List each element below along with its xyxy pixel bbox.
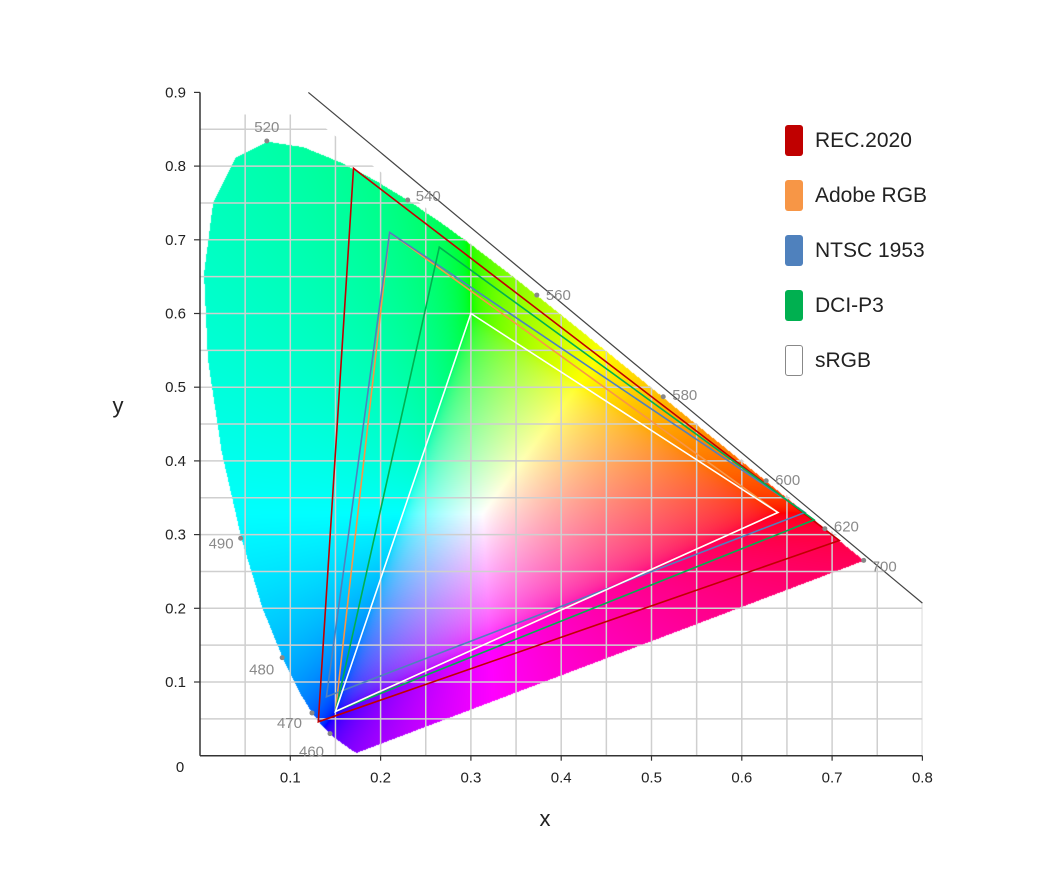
y-tick-label: 0.9 [165,84,186,101]
wavelength-marker [405,197,411,203]
gamut-triangle-rec-2020 [317,166,841,723]
wavelength-marker [534,292,540,298]
x-tick-label: 0.4 [551,770,572,787]
wavelength-label: 620 [834,519,859,536]
wavelength-marker [264,138,270,144]
boundary-line [307,91,923,604]
legend: REC.2020 Adobe RGB NTSC 1953 DCI-P3 sRGB [785,113,927,388]
legend-swatch [785,180,803,211]
wavelength-label: 520 [254,119,279,136]
gamut-triangle-srgb [334,312,780,713]
origin-tick-label: 0 [176,759,184,776]
x-tick-label: 0.7 [822,770,843,787]
legend-item-rec2020: REC.2020 [785,113,927,168]
wavelength-label: 480 [249,662,274,679]
legend-swatch [785,125,803,156]
x-tick-label: 0.8 [912,770,933,787]
y-tick-label: 0.5 [165,379,186,396]
x-tick-label: 0.2 [370,770,391,787]
legend-item-adobe-rgb: Adobe RGB [785,168,927,223]
wavelength-marker [822,526,828,532]
wavelength-marker [861,557,867,563]
legend-item-srgb: sRGB [785,333,927,388]
legend-label: DCI-P3 [815,293,884,317]
wavelength-marker [279,655,285,661]
gamut-triangle-dci-p3 [334,245,816,713]
wavelength-label: 460 [299,744,324,761]
legend-label: REC.2020 [815,128,912,152]
x-tick-label: 0.5 [641,770,662,787]
wavelength-label: 490 [209,535,234,552]
legend-swatch [785,345,803,376]
legend-swatch [785,235,803,266]
wavelength-label: 700 [872,558,897,575]
y-tick-label: 0.8 [165,158,186,175]
axes: 0.1 0.2 0.3 0.4 0.5 0.6 0.7 0.8 0.9 0.1 0.2 0.3 0.4 0… [165,84,933,786]
y-tick-label: 0.2 [165,600,186,617]
wavelength-label: 560 [546,287,571,304]
wavelength-marker [763,478,769,484]
legend-item-ntsc-1953: NTSC 1953 [785,223,927,278]
x-tick-label: 0.3 [460,770,481,787]
legend-swatch [785,290,803,321]
wavelength-marker [309,710,315,716]
x-tick-label: 0.6 [731,770,752,787]
y-tick-label: 0.4 [165,453,186,470]
wavelength-marker [660,394,666,400]
x-axis-label: x [540,806,551,831]
legend-item-dci-p3: DCI-P3 [785,278,927,333]
x-tick-label: 0.1 [280,770,301,787]
y-tick-label: 0.3 [165,527,186,544]
y-tick-label: 0.6 [165,306,186,323]
wavelength-label: 470 [277,715,302,732]
wavelength-label: 540 [416,188,441,205]
legend-label: Adobe RGB [815,183,928,207]
y-tick-label: 0.1 [165,674,186,691]
gamut-triangles [317,166,841,723]
gamut-triangle-ntsc-1953 [325,231,807,698]
wavelength-marker [238,535,244,541]
spectral-locus [307,91,923,604]
wavelength-labels: 460 470 480 490 520 540 560 580 600 620 700 [209,119,897,761]
legend-label: sRGB [815,348,872,372]
y-tick-label: 0.7 [165,232,186,249]
y-axis-label: y [113,393,124,418]
wavelength-label: 600 [775,472,800,489]
wavelength-label: 580 [672,387,697,404]
wavelength-marker [327,731,333,737]
legend-label: NTSC 1953 [815,238,925,262]
